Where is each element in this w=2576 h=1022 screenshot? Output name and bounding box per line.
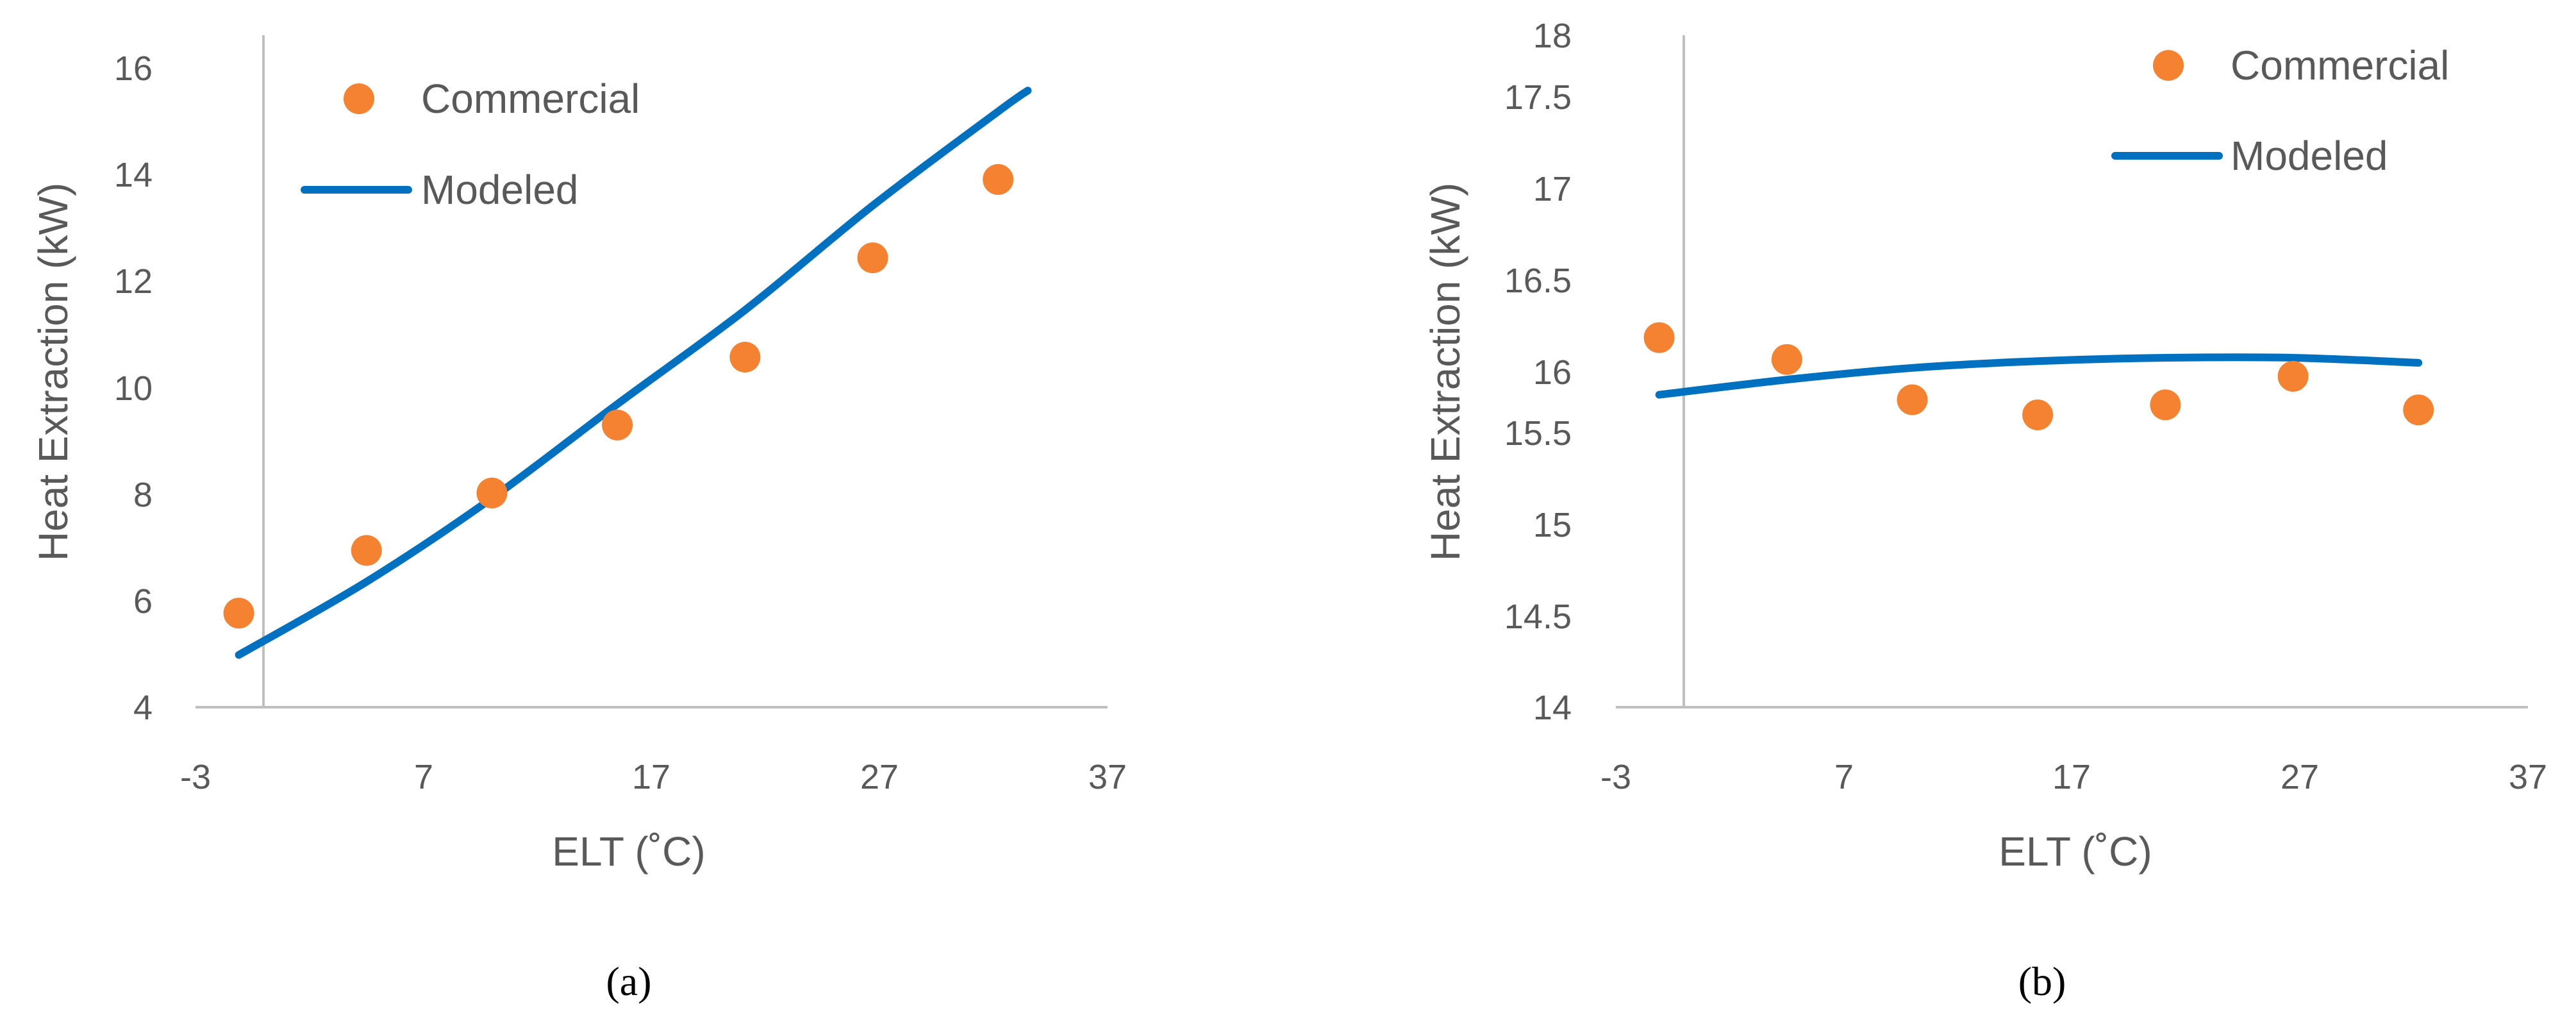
chart-b-x-ticks: -3 7 17 27 37: [1600, 758, 2547, 796]
chart-b-y-tick: 17.5: [1504, 78, 1572, 117]
chart-b-y-tick: 15: [1533, 506, 1572, 544]
chart-b-y-tick: 18: [1533, 17, 1572, 55]
chart-a-point-commercial: [602, 409, 633, 440]
chart-a-point-commercial: [223, 598, 254, 629]
chart-b-x-axis-title: ELT (˚C): [1998, 828, 2152, 875]
chart-a-point-commercial: [857, 242, 888, 274]
chart-a-legend-label-modeled: Modeled: [421, 167, 579, 213]
chart-a-x-axis-title: ELT (˚C): [552, 828, 705, 875]
chart-a-y-ticks: 4 6 8 10 12 14 16: [114, 49, 153, 727]
chart-a-x-tick: 7: [414, 758, 433, 796]
chart-b-x-tick: 17: [2052, 758, 2091, 796]
chart-a-series-line-modeled: [235, 87, 1032, 659]
chart-a-y-tick: 10: [114, 369, 153, 408]
chart-a-y-tick: 6: [133, 582, 153, 621]
chart-b-legend-marker-commercial: [2153, 50, 2184, 81]
chart-a-x-tick: 17: [632, 758, 670, 796]
chart-b-plot-area: [1643, 322, 2434, 431]
chart-b-point-commercial: [2150, 389, 2181, 421]
chart-b-y-tick: 16: [1533, 353, 1572, 392]
chart-a: 4 6 8 10 12 14 16 -3 7 17 27 37 ELT (˚C)…: [30, 35, 1127, 1004]
chart-b-y-tick: 16.5: [1504, 262, 1572, 300]
chart-a-legend: Commercial Modeled: [301, 76, 640, 213]
chart-a-y-tick: 4: [133, 689, 153, 727]
chart-b-x-tick: 7: [1834, 758, 1854, 796]
chart-a-x-ticks: -3 7 17 27 37: [180, 758, 1127, 796]
chart-b-point-commercial: [2403, 394, 2434, 426]
chart-a-point-commercial: [983, 163, 1014, 195]
chart-a-x-tick: 27: [860, 758, 899, 796]
chart-b-point-commercial: [2277, 360, 2309, 392]
chart-b-y-tick: 14: [1533, 689, 1572, 727]
chart-a-legend-label-commercial: Commercial: [421, 76, 640, 122]
chart-a-y-axis-title: Heat Extraction (kW): [30, 183, 76, 561]
chart-a-point-commercial: [351, 535, 382, 566]
chart-a-y-tick: 16: [114, 49, 153, 88]
chart-b-legend-label-commercial: Commercial: [2231, 42, 2449, 88]
chart-b-legend: Commercial Modeled: [2111, 42, 2449, 179]
chart-b-point-commercial: [1771, 344, 1802, 375]
chart-b-legend-label-modeled: Modeled: [2231, 133, 2388, 179]
chart-b-y-tick: 14.5: [1504, 598, 1572, 636]
chart-b-y-ticks: 14 14.5 15 15.5 16 16.5 17 17.5 18: [1504, 17, 1572, 727]
chart-b-point-commercial: [2022, 399, 2054, 431]
chart-a-y-tick: 14: [114, 156, 153, 194]
chart-b-y-tick: 15.5: [1504, 414, 1572, 453]
chart-a-caption: (a): [606, 959, 651, 1004]
chart-b-y-axis-title: Heat Extraction (kW): [1422, 183, 1468, 561]
chart-a-x-tick: 37: [1088, 758, 1127, 796]
chart-b: 14 14.5 15 15.5 16 16.5 17 17.5 18 -3 7 …: [1422, 17, 2547, 1004]
chart-a-plot-area: [223, 87, 1032, 659]
chart-b-point-commercial: [1897, 384, 1928, 415]
chart-a-point-commercial: [476, 477, 508, 508]
chart-b-x-tick: 27: [2281, 758, 2319, 796]
chart-a-y-tick: 12: [114, 262, 153, 301]
chart-b-caption: (b): [2018, 959, 2066, 1004]
chart-b-point-commercial: [1643, 322, 1675, 353]
chart-b-series-line-modeled: [1655, 353, 2423, 399]
chart-a-y-tick: 8: [133, 476, 153, 514]
chart-a-point-commercial: [729, 342, 761, 373]
chart-b-x-tick: -3: [1600, 758, 1631, 796]
chart-b-x-tick: 37: [2509, 758, 2547, 796]
chart-a-legend-marker-commercial: [344, 83, 374, 114]
chart-a-x-tick: -3: [180, 758, 211, 796]
chart-b-y-tick: 17: [1533, 170, 1572, 208]
